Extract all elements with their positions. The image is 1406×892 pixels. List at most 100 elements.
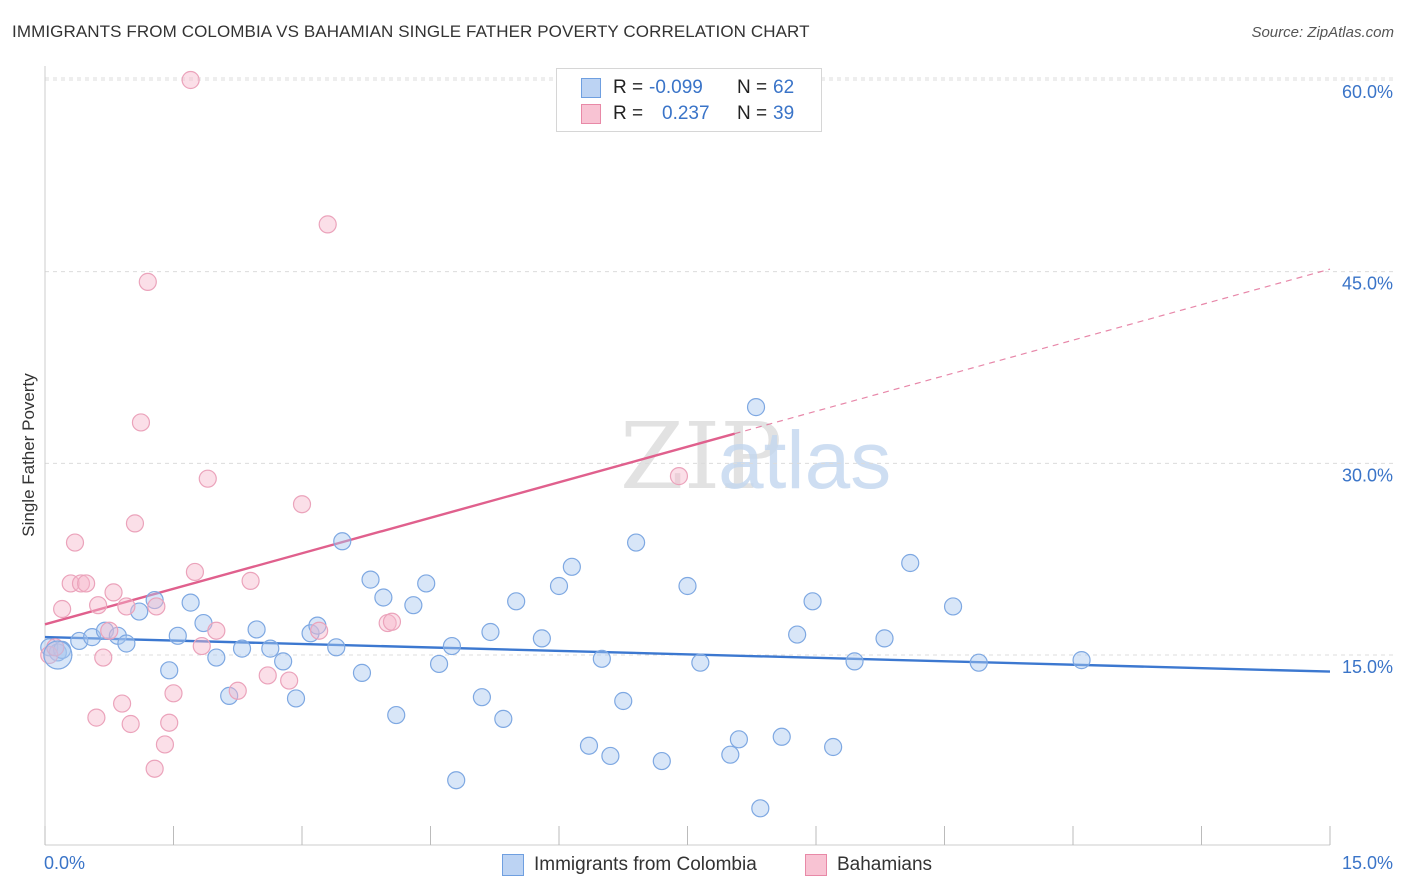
chart-title: IMMIGRANTS FROM COLOMBIA VS BAHAMIAN SIN… [12,22,810,41]
bahamian-point [292,495,312,514]
legend-n-value-bahamians: 39 [773,103,795,124]
bottom-legend-label-colombia: Immigrants from Colombia [534,854,757,875]
colombia-point [168,626,187,645]
colombia-point [691,653,710,672]
bahamian-point [155,735,175,754]
colombia-point [721,745,740,764]
colombia-point [472,688,491,707]
point-layer [40,70,1091,818]
colombia-point [875,629,894,648]
colombia-point [232,639,252,658]
bahamian-point [77,574,96,593]
colombia-point [247,620,266,639]
colombia-point [181,593,200,612]
colombia-point [220,686,239,705]
legend-n-label: N = [737,103,768,124]
colombia-point [751,799,770,818]
colombia-point [43,640,73,670]
bahamian-point [228,681,247,700]
colombia-point [788,625,807,644]
x-tick-label: 15.0% [1342,853,1393,873]
bottom-legend-label-bahamians: Bahamians [837,854,933,875]
colombia-point [803,592,822,611]
bahamian-trend-line-extension [734,268,1331,435]
colombia-point [286,689,306,708]
bahamian-point [241,571,260,590]
bahamian-point [100,621,119,640]
bahamian-point [160,713,179,732]
colombia-point [274,652,293,671]
bahamian-point [131,413,151,432]
colombia-point [404,596,423,615]
bahamian-point [318,215,337,234]
watermark-zip: ZIP [620,403,782,510]
colombia-point [614,691,633,711]
legend-r-label: R = [613,77,644,98]
bahamian-point [207,621,226,640]
bahamian-point [185,562,205,582]
bahamian-point [104,583,123,602]
colombia-point [447,771,466,790]
bahamian-point [53,599,72,619]
bahamian-point [71,574,91,593]
y-tick-label: 15.0% [1342,657,1393,677]
axis-layer: 15.0% 30.0% 45.0% 60.0% 0.0% 15.0% [44,66,1393,873]
colombia-point [261,639,280,658]
colombia-point [333,532,352,551]
legend-swatch-colombia [581,78,601,98]
colombia-point [145,590,164,610]
colombia-point [579,736,599,755]
bottom-legend-swatch-colombia [502,854,524,876]
colombia-trend-line [44,635,1331,673]
legend-r-label: R = [613,103,644,124]
colombia-point [374,588,393,607]
colombia-point [626,533,646,552]
colombia-point [601,746,620,766]
colombia-point [678,576,697,596]
colombia-point [352,663,372,682]
colombia-point [507,592,526,611]
bahamian-trend-line [44,432,735,626]
bottom-legend-swatch-bahamians [805,854,827,876]
bahamian-point [280,671,299,690]
legend-r-value-bahamians: 0.237 [662,103,710,124]
colombia-point [592,649,611,668]
bahamian-point [164,684,183,703]
y-axis-label: Single Father Poverty [19,373,38,537]
bahamian-point [61,574,80,593]
trend-layer [44,268,1331,673]
colombia-point [1072,651,1091,670]
y-tick-label: 45.0% [1342,274,1393,294]
bahamian-point [94,648,113,667]
colombia-point [494,709,513,728]
y-tick-label: 30.0% [1342,465,1393,485]
colombia-point [532,629,551,648]
bahamian-point [89,596,108,615]
colombia-point [943,597,963,616]
x-tick-label: 0.0% [44,853,85,873]
bahamian-point [117,597,136,616]
correlation-legend: R = -0.099 N = 62 R = 0.237 N = 39 [556,68,822,132]
bahamian-point [145,759,164,778]
bahamian-point [125,514,145,533]
colombia-point [969,653,988,672]
bahamian-point [382,612,402,631]
colombia-point [746,398,766,417]
colombia-point [327,638,346,657]
colombia-point [845,652,864,671]
bahamian-point [181,70,200,90]
colombia-point [901,553,920,573]
bahamian-point [147,597,166,616]
bahamian-point [198,469,217,488]
colombia-point [481,622,500,642]
legend-r-value-colombia: -0.099 [649,77,703,98]
bahamian-point [65,533,85,552]
colombia-point [361,570,380,589]
bahamian-point [87,708,106,727]
colombia-point [160,661,179,680]
legend-swatch-bahamians [581,104,601,124]
colombia-point [652,751,671,771]
colombia-point [824,737,843,757]
bahamian-point [258,666,277,685]
